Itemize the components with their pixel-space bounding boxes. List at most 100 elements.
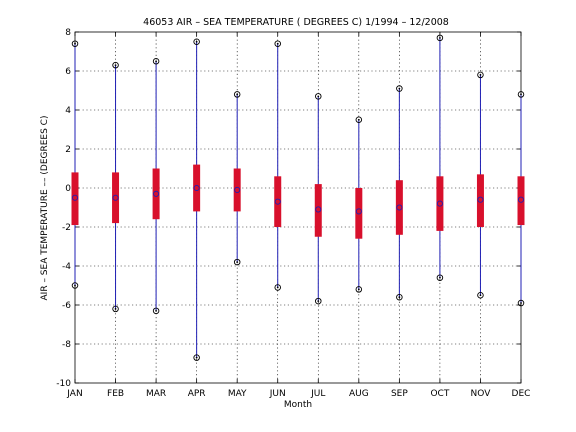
- iqr-box: [436, 176, 444, 231]
- max-marker-dot: [276, 42, 279, 45]
- max-marker-dot: [357, 118, 360, 121]
- max-marker-dot: [114, 64, 117, 67]
- x-tick-label: MAR: [146, 389, 166, 399]
- center-marker: [477, 196, 484, 203]
- axis-ticks: -10 -8 -6 -4 -2 0 2 4 6 8 JAN FEB MAR APR MAY JUN JUL AUG…: [56, 28, 530, 399]
- y-tick-label: 4: [65, 106, 71, 116]
- min-marker: [112, 305, 119, 313]
- center-marker: [436, 200, 443, 207]
- iqr-box: [517, 176, 525, 226]
- max-marker-dot: [74, 42, 76, 45]
- min-marker-dot: [74, 284, 76, 287]
- iqr-box: [233, 168, 241, 212]
- max-marker-dot: [398, 87, 401, 90]
- center-marker: [153, 190, 160, 197]
- min-marker-dot: [236, 261, 239, 263]
- max-marker-dot: [195, 40, 198, 43]
- x-tick-label: NOV: [471, 389, 492, 399]
- center-marker: [71, 194, 79, 201]
- iqr-box: [314, 184, 322, 237]
- max-marker: [152, 58, 160, 65]
- max-marker: [315, 93, 322, 100]
- min-marker: [274, 284, 281, 291]
- x-tick-label: DEC: [512, 389, 531, 399]
- min-marker-dot: [155, 309, 157, 312]
- iqr-box: [193, 164, 201, 212]
- iqr-box: [112, 172, 120, 224]
- chart-title: 46053 AIR – SEA TEMPERATURE ( DEGREES C)…: [143, 17, 449, 28]
- min-marker-dot: [439, 276, 441, 279]
- max-marker: [396, 85, 403, 92]
- x-tick-label: MAY: [228, 389, 247, 399]
- max-marker: [477, 71, 484, 79]
- iqr-box: [71, 172, 79, 226]
- center-marker: [234, 186, 241, 193]
- min-marker-dot: [357, 288, 360, 291]
- min-marker-dot: [195, 356, 198, 359]
- iqr-box: [355, 188, 363, 239]
- y-tick-label: 8: [65, 28, 71, 38]
- max-marker-dot: [155, 60, 157, 63]
- max-marker-dot: [236, 93, 239, 96]
- y-tick-label: 6: [65, 67, 71, 77]
- y-tick-label: -2: [62, 223, 71, 233]
- iqr-box: [274, 176, 282, 227]
- x-axis-label: Month: [284, 400, 312, 410]
- min-marker-dot: [398, 296, 401, 299]
- min-marker: [233, 258, 241, 266]
- min-marker: [517, 299, 525, 307]
- min-marker: [152, 307, 160, 315]
- center-marker: [112, 194, 119, 201]
- y-tick-label: -6: [62, 301, 71, 311]
- center-marker: [396, 204, 403, 211]
- min-marker: [355, 286, 363, 293]
- max-marker: [355, 116, 363, 123]
- x-tick-label: FEB: [107, 389, 124, 399]
- x-tick-label: JUL: [310, 389, 325, 399]
- y-tick-label: -10: [56, 379, 71, 389]
- y-tick-label: -4: [62, 262, 71, 272]
- max-marker: [112, 61, 119, 69]
- center-marker: [355, 208, 362, 215]
- x-tick-label: JUN: [269, 389, 286, 399]
- min-marker-dot: [520, 302, 522, 304]
- iqr-box: [152, 168, 160, 220]
- min-marker-dot: [114, 308, 117, 310]
- min-marker: [477, 292, 484, 299]
- x-tick-label: SEP: [391, 389, 408, 399]
- max-marker-dot: [317, 95, 320, 98]
- min-marker: [436, 274, 444, 281]
- x-tick-label: AUG: [349, 389, 369, 399]
- plot-marks: [71, 34, 525, 361]
- center-marker: [315, 206, 322, 213]
- min-marker: [193, 354, 200, 361]
- x-tick-label: JAN: [66, 389, 82, 399]
- max-marker: [71, 40, 79, 47]
- max-marker-dot: [479, 74, 482, 76]
- min-marker: [71, 282, 79, 289]
- min-marker-dot: [317, 300, 320, 302]
- max-marker: [233, 91, 241, 98]
- min-marker-dot: [479, 294, 482, 297]
- iqr-box: [395, 180, 403, 235]
- max-marker: [193, 38, 200, 46]
- max-marker: [436, 34, 444, 42]
- x-tick-label: APR: [188, 389, 206, 399]
- iqr-box: [476, 174, 484, 227]
- y-tick-label: 2: [65, 145, 71, 155]
- center-marker: [193, 184, 200, 192]
- max-marker: [274, 40, 281, 47]
- y-tick-label: 0: [65, 184, 71, 194]
- y-axis-label: AIR – SEA TEMPERATURE –– (DEGREES C): [40, 116, 50, 301]
- center-marker: [274, 198, 281, 205]
- max-marker: [517, 91, 525, 98]
- y-tick-label: -8: [62, 340, 71, 350]
- x-tick-label: OCT: [430, 389, 449, 399]
- min-marker-dot: [276, 286, 279, 289]
- max-marker-dot: [439, 36, 441, 39]
- min-marker: [396, 293, 403, 301]
- center-marker: [517, 196, 525, 203]
- min-marker: [315, 297, 322, 305]
